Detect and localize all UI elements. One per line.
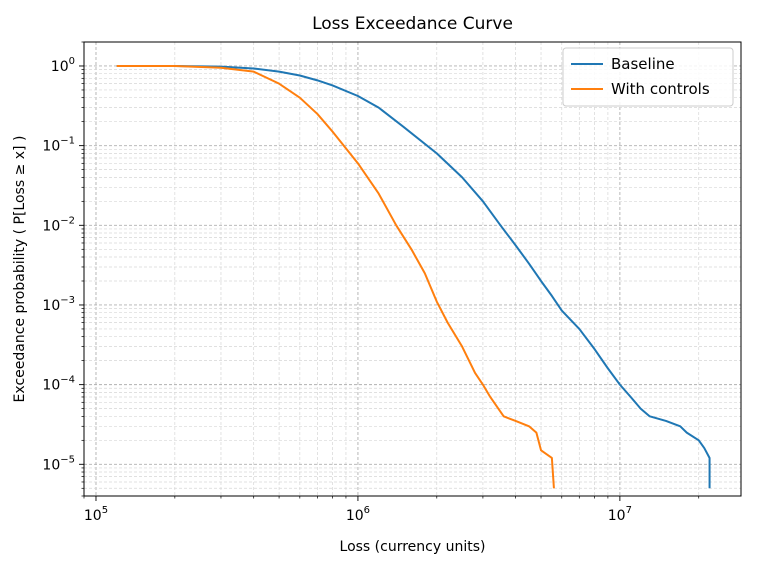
y-tick-label: 100: [51, 56, 75, 75]
plot-area-frame: [83, 41, 742, 497]
axis-ticks: 105 106 107 100 10−1 10−2 10−3 10−4 10−5: [42, 41, 700, 524]
chart-title: Loss Exceedance Curve: [312, 14, 513, 34]
y-tick-label: 10−1: [42, 136, 75, 155]
x-tick-label: 106: [346, 505, 370, 524]
x-tick-label: 107: [608, 505, 632, 524]
legend-box: [562, 47, 734, 107]
y-axis-title: Exceedance probability ( P[Loss ≥ x] ): [12, 136, 28, 403]
y-tick-label: 10−5: [42, 454, 75, 473]
series-layer: [116, 64, 711, 489]
series-line-baseline: [116, 64, 711, 489]
legend: Baseline With controls: [562, 47, 734, 107]
x-axis-title: Loss (currency units): [340, 539, 486, 555]
y-tick-label: 10−3: [42, 295, 75, 314]
legend-label: With controls: [611, 80, 710, 98]
y-tick-label: 10−2: [42, 215, 75, 234]
legend-label: Baseline: [611, 55, 675, 73]
x-tick-label: 105: [84, 505, 108, 524]
series-line-with-controls: [116, 64, 555, 489]
grid-lines: [83, 41, 741, 497]
y-tick-label: 10−4: [42, 375, 75, 394]
